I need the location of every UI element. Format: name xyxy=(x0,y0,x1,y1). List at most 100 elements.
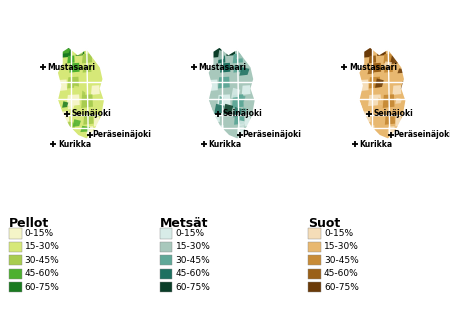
Text: 45-60%: 45-60% xyxy=(25,269,59,278)
Text: Metsät: Metsät xyxy=(160,217,208,230)
Polygon shape xyxy=(72,119,81,127)
Text: Peräseinäjoki: Peräseinäjoki xyxy=(92,130,151,140)
Polygon shape xyxy=(368,94,381,106)
Polygon shape xyxy=(369,77,381,89)
Polygon shape xyxy=(81,91,86,101)
Polygon shape xyxy=(243,45,251,54)
Polygon shape xyxy=(384,65,393,73)
Polygon shape xyxy=(382,94,395,108)
Text: Mustasaari: Mustasaari xyxy=(47,63,95,72)
Text: Kurikka: Kurikka xyxy=(359,140,392,149)
Bar xyxy=(160,228,172,239)
Text: 15-30%: 15-30% xyxy=(25,242,59,251)
Polygon shape xyxy=(366,125,375,135)
Polygon shape xyxy=(68,56,75,63)
Polygon shape xyxy=(68,77,79,89)
Polygon shape xyxy=(64,125,73,135)
Polygon shape xyxy=(244,117,250,126)
Polygon shape xyxy=(377,48,386,56)
Polygon shape xyxy=(59,111,69,123)
Polygon shape xyxy=(365,125,371,133)
Text: Seinäjoki: Seinäjoki xyxy=(72,109,112,118)
Text: 15-30%: 15-30% xyxy=(176,242,211,251)
Polygon shape xyxy=(369,56,376,63)
Polygon shape xyxy=(218,50,225,60)
Polygon shape xyxy=(377,126,387,136)
Polygon shape xyxy=(401,101,410,107)
Polygon shape xyxy=(395,98,402,104)
Polygon shape xyxy=(83,113,94,125)
Polygon shape xyxy=(226,48,235,56)
Polygon shape xyxy=(83,65,91,73)
Polygon shape xyxy=(243,68,250,76)
Polygon shape xyxy=(226,126,236,136)
Polygon shape xyxy=(215,125,224,135)
Text: 0-15%: 0-15% xyxy=(176,229,205,238)
Text: 45-60%: 45-60% xyxy=(176,269,210,278)
Bar xyxy=(160,269,172,279)
Text: Peräseinäjoki: Peräseinäjoki xyxy=(243,130,302,140)
Polygon shape xyxy=(233,107,242,117)
Polygon shape xyxy=(73,86,80,91)
Polygon shape xyxy=(75,126,85,136)
Polygon shape xyxy=(217,94,230,106)
Text: Kurikka: Kurikka xyxy=(209,140,242,149)
Text: 45-60%: 45-60% xyxy=(324,269,359,278)
Text: 0-15%: 0-15% xyxy=(324,229,353,238)
Polygon shape xyxy=(245,100,252,112)
Bar xyxy=(9,228,22,239)
Polygon shape xyxy=(390,55,400,64)
Bar xyxy=(9,242,22,252)
Bar xyxy=(160,255,172,265)
Polygon shape xyxy=(92,68,99,76)
Polygon shape xyxy=(397,68,406,73)
Polygon shape xyxy=(396,100,403,112)
Polygon shape xyxy=(395,117,401,126)
Polygon shape xyxy=(396,104,407,110)
Polygon shape xyxy=(91,85,100,95)
Polygon shape xyxy=(86,126,94,134)
Polygon shape xyxy=(356,95,368,107)
Polygon shape xyxy=(371,63,381,73)
Polygon shape xyxy=(70,111,82,123)
Polygon shape xyxy=(375,78,384,88)
Polygon shape xyxy=(61,48,71,58)
Polygon shape xyxy=(218,77,230,89)
Polygon shape xyxy=(212,48,222,58)
Text: 60-75%: 60-75% xyxy=(324,283,359,292)
Polygon shape xyxy=(238,95,246,102)
Polygon shape xyxy=(238,120,246,126)
Polygon shape xyxy=(383,54,394,63)
Polygon shape xyxy=(218,56,225,63)
Polygon shape xyxy=(384,61,392,67)
Bar xyxy=(160,242,172,252)
Polygon shape xyxy=(234,65,242,73)
Polygon shape xyxy=(237,126,244,134)
Polygon shape xyxy=(234,113,244,125)
Polygon shape xyxy=(385,113,395,125)
Text: Mustasaari: Mustasaari xyxy=(198,63,246,72)
Bar xyxy=(9,269,22,279)
Bar xyxy=(308,282,321,292)
Bar xyxy=(9,282,22,292)
Polygon shape xyxy=(367,69,375,74)
Polygon shape xyxy=(76,42,82,53)
Text: 60-75%: 60-75% xyxy=(25,283,59,292)
Polygon shape xyxy=(358,47,406,140)
Polygon shape xyxy=(67,122,76,130)
Text: 60-75%: 60-75% xyxy=(176,283,211,292)
Text: Seinäjoki: Seinäjoki xyxy=(222,109,262,118)
Polygon shape xyxy=(62,101,68,108)
Polygon shape xyxy=(55,95,67,107)
Polygon shape xyxy=(382,80,392,91)
Polygon shape xyxy=(206,95,217,107)
Text: Suot: Suot xyxy=(308,217,341,230)
Polygon shape xyxy=(57,47,105,140)
Polygon shape xyxy=(231,88,240,98)
Polygon shape xyxy=(236,54,245,59)
Polygon shape xyxy=(392,85,401,95)
Polygon shape xyxy=(210,111,220,123)
Polygon shape xyxy=(369,107,379,112)
Polygon shape xyxy=(57,80,67,91)
Text: Seinäjoki: Seinäjoki xyxy=(374,109,413,118)
